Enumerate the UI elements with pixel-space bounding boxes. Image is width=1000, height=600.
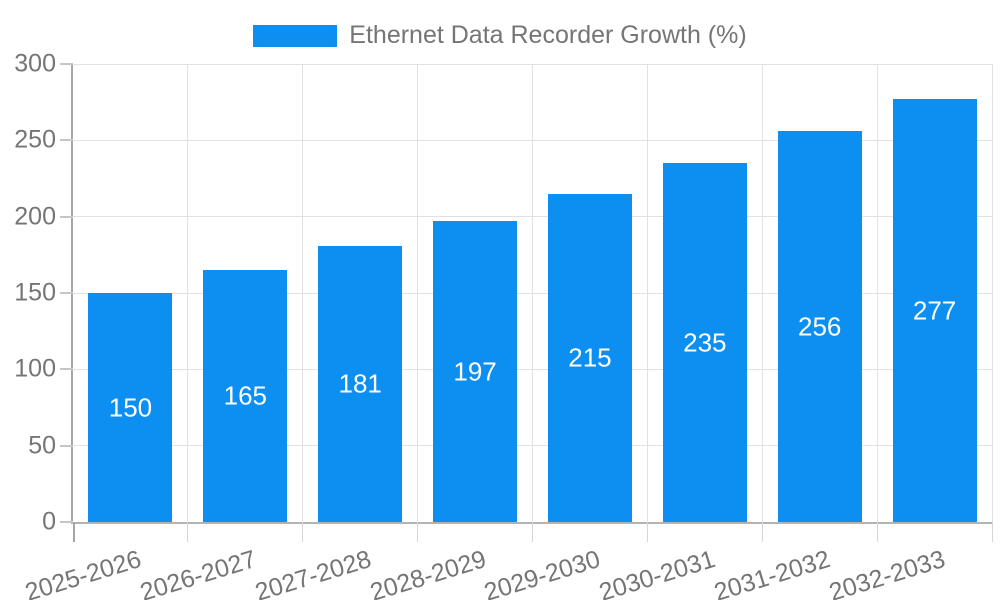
x-axis-tick-label: 2025-2026 xyxy=(21,545,145,600)
legend-swatch xyxy=(253,24,338,47)
y-axis-line xyxy=(71,64,73,524)
bar: 235 xyxy=(662,163,747,522)
bar-value-label: 235 xyxy=(683,327,727,358)
x-axis-tick-label: 2032-2033 xyxy=(825,545,949,600)
y-axis-labels: 0 50 100 150 200 250 300 xyxy=(0,50,56,536)
y-axis-tick xyxy=(60,215,73,218)
x-axis-tick xyxy=(72,522,75,542)
bar-value-label: 150 xyxy=(108,392,153,422)
x-axis-tick xyxy=(876,522,878,542)
gridline-vertical xyxy=(187,64,189,522)
gridline-vertical xyxy=(532,64,533,522)
x-axis-tick-label: 2029-2030 xyxy=(481,545,604,600)
x-axis-tick xyxy=(761,522,763,542)
x-axis-tick-label: 2030-2031 xyxy=(596,545,719,600)
y-axis-tick-label: 300 xyxy=(14,49,56,78)
legend-label: Ethernet Data Recorder Growth (%) xyxy=(349,21,747,49)
plot-area: 150 165 181 197 215 235 256 277 xyxy=(60,63,993,542)
legend: Ethernet Data Recorder Growth (%) xyxy=(0,21,1000,50)
x-axis-tick xyxy=(302,522,304,542)
y-axis-tick-label: 200 xyxy=(14,202,56,231)
y-axis-tick-label: 150 xyxy=(14,278,56,307)
gridline-vertical xyxy=(302,64,304,522)
x-axis-tick xyxy=(532,522,533,542)
x-axis-tick xyxy=(187,522,189,542)
bar: 277 xyxy=(892,99,977,522)
bar: 150 xyxy=(88,293,173,522)
y-axis-tick-label: 50 xyxy=(28,431,56,460)
x-axis-line xyxy=(71,522,992,524)
bar: 181 xyxy=(318,245,403,522)
y-axis-tick xyxy=(60,292,73,294)
x-axis-tick xyxy=(991,522,993,542)
gridline-vertical xyxy=(991,64,993,522)
x-axis-tick-label: 2028-2029 xyxy=(366,545,489,600)
x-axis-tick xyxy=(417,522,419,542)
y-axis-tick-label: 0 xyxy=(42,507,56,536)
bar: 197 xyxy=(433,221,518,522)
bar-value-label: 181 xyxy=(338,368,382,399)
gridline-vertical xyxy=(646,64,648,522)
x-axis-tick-label: 2027-2028 xyxy=(251,545,375,600)
gridline-vertical xyxy=(417,64,419,522)
bar-value-label: 215 xyxy=(568,342,612,373)
bar-value-label: 197 xyxy=(453,356,497,387)
y-axis-tick xyxy=(60,444,73,447)
bar: 215 xyxy=(547,193,632,522)
y-axis-tick xyxy=(60,368,73,371)
bar-value-label: 277 xyxy=(912,295,957,326)
y-axis-tick xyxy=(60,139,73,142)
gridline-vertical xyxy=(876,64,878,522)
gridline-vertical xyxy=(761,64,763,522)
bar: 165 xyxy=(203,270,288,522)
y-axis-tick-label: 100 xyxy=(14,354,56,383)
y-axis-tick xyxy=(60,521,73,523)
y-axis-tick xyxy=(60,63,73,65)
bar-value-label: 165 xyxy=(223,380,267,411)
x-axis-tick-label: 2031-2032 xyxy=(711,545,834,600)
y-axis-tick-label: 250 xyxy=(14,125,56,154)
x-axis-tick xyxy=(646,522,648,542)
x-axis-tick-label: 2026-2027 xyxy=(136,545,260,600)
bar-value-label: 256 xyxy=(797,311,842,342)
bar: 256 xyxy=(777,131,862,522)
